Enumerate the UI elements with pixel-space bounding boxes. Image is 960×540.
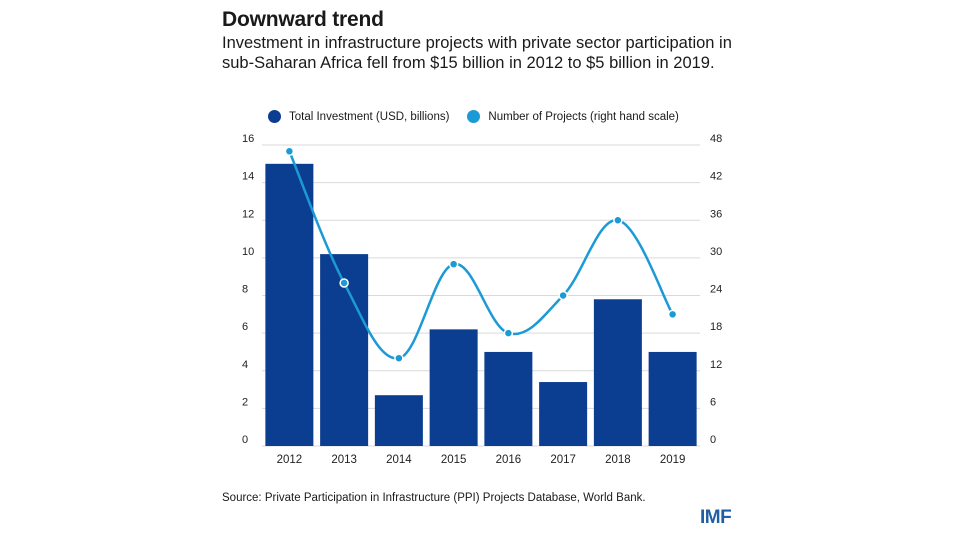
projects-point (503, 328, 514, 338)
x-tick-label: 2014 (386, 454, 412, 466)
x-tick-label: 2012 (277, 454, 303, 466)
legend-item-projects: Number of Projects (right hand scale) (467, 110, 679, 123)
y-left-tick-label: 12 (242, 208, 254, 220)
x-tick-label: 2017 (550, 454, 576, 466)
chart-title: Downward trend (222, 8, 384, 31)
projects-point (394, 353, 404, 363)
y-left-tick-label: 14 (242, 171, 254, 183)
source-note: Source: Private Participation in Infrast… (222, 492, 646, 504)
chart-subtitle: Investment in infrastructure projects wi… (222, 34, 732, 72)
y-left-tick-label: 4 (242, 359, 248, 371)
projects-point (558, 290, 568, 301)
legend-label-investment: Total Investment (USD, billions) (289, 110, 450, 123)
bar (648, 351, 697, 446)
projects-point (448, 259, 459, 269)
y-left-tick-label: 2 (242, 396, 248, 408)
y-right-tick-label: 24 (710, 284, 722, 296)
y-right-tick-label: 12 (710, 359, 722, 371)
y-right-tick-label: 36 (710, 208, 722, 220)
projects-point (339, 278, 349, 288)
legend-line-swatch (467, 110, 481, 123)
bar (593, 299, 642, 446)
projects-point (284, 146, 295, 157)
y-left-tick-label: 10 (242, 246, 254, 258)
x-tick-label: 2019 (660, 454, 686, 466)
legend-bar-swatch (268, 110, 281, 123)
imf-logo: IMF (700, 507, 732, 528)
chart-legend: Total Investment (USD, billions) Number … (268, 110, 697, 123)
legend-item-investment: Total Investment (USD, billions) (268, 110, 449, 123)
y-right-tick-label: 48 (710, 133, 722, 145)
y-right-tick-label: 0 (710, 434, 716, 446)
y-left-tick-label: 6 (242, 321, 248, 333)
bar (374, 395, 423, 446)
y-left-tick-label: 8 (242, 284, 248, 296)
bar (429, 329, 478, 446)
x-tick-label: 2016 (496, 454, 522, 466)
projects-point (667, 309, 678, 320)
legend-label-projects: Number of Projects (right hand scale) (488, 110, 679, 123)
y-right-tick-label: 42 (710, 171, 722, 183)
projects-point (613, 215, 623, 225)
bar (484, 351, 533, 446)
y-right-tick-label: 18 (710, 321, 722, 333)
x-tick-label: 2018 (605, 454, 631, 466)
y-right-tick-label: 30 (710, 246, 722, 258)
y-left-tick-label: 16 (242, 133, 254, 145)
bar (539, 382, 588, 446)
x-tick-label: 2015 (441, 454, 467, 466)
chart-heading: Downward trend Investment in infrastruct… (222, 8, 742, 73)
y-left-tick-label: 0 (242, 434, 248, 446)
bar (265, 163, 314, 446)
x-tick-label: 2013 (331, 454, 357, 466)
y-right-tick-label: 6 (710, 396, 716, 408)
